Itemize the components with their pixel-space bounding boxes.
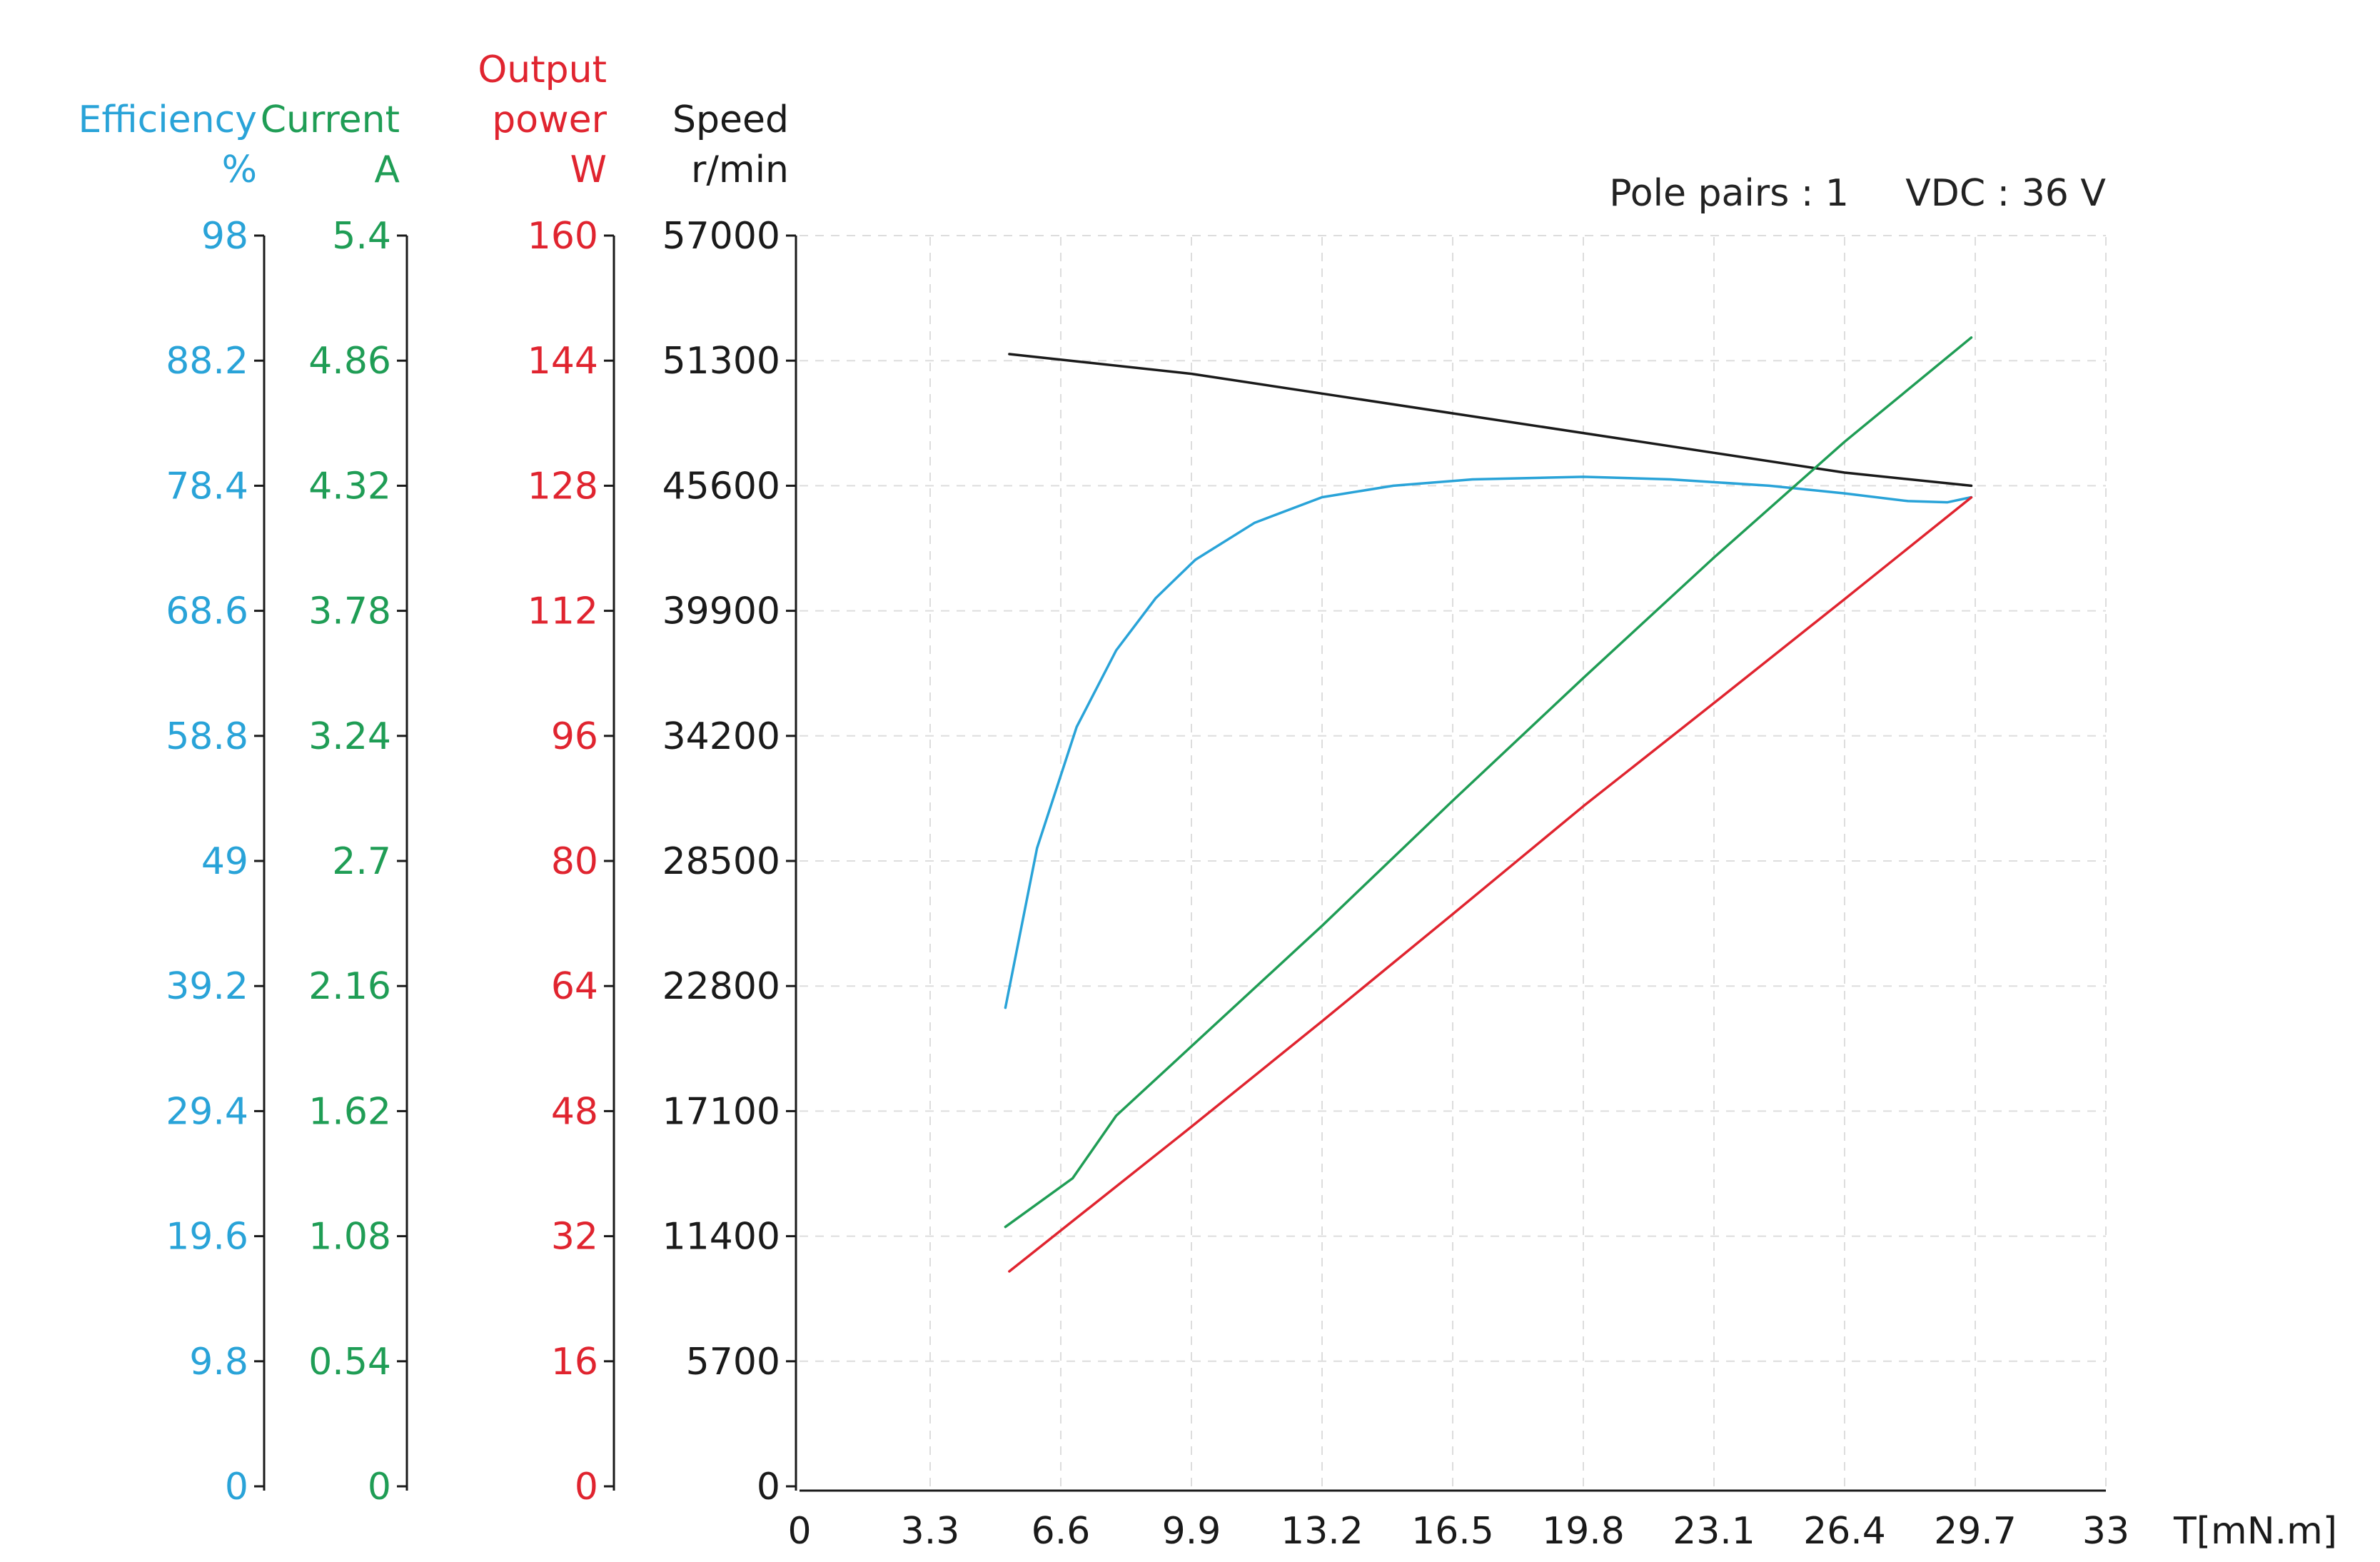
x-tick-label: 23.1 (1673, 1510, 1755, 1553)
data-series (1004, 336, 1973, 1273)
efficiency-axis-title: % (222, 148, 257, 191)
power-tick-label: 128 (528, 465, 598, 508)
speed-axis-title: r/min (691, 148, 789, 191)
power-tick-label: 96 (551, 715, 598, 758)
grid (800, 235, 2107, 1486)
efficiency-tick-label: 68.6 (166, 590, 248, 633)
current-tick-label: 3.78 (308, 590, 391, 633)
vdc-note: VDC : 36 V (1905, 172, 2106, 215)
power-axis-title: Output (478, 49, 607, 91)
current-tick-label: 0 (368, 1466, 391, 1508)
x-tick-label: 16.5 (1411, 1510, 1494, 1553)
efficiency-tick-label: 88.2 (166, 340, 248, 383)
power-tick-label: 112 (528, 590, 598, 633)
x-tick-label: 6.6 (1032, 1510, 1091, 1553)
current-tick-label: 3.24 (308, 715, 391, 758)
x-tick-label: 33 (2082, 1510, 2129, 1553)
speed-tick-label: 39900 (662, 590, 780, 633)
speed-tick-label: 51300 (662, 340, 780, 383)
x-tick-label: 0 (787, 1510, 811, 1553)
speed-tick-label: 28500 (662, 840, 780, 883)
current-tick-label: 2.7 (332, 840, 391, 883)
current-tick-label: 2.16 (308, 965, 391, 1008)
power-tick-label: 160 (528, 215, 598, 258)
x-tick-label: 13.2 (1281, 1510, 1363, 1553)
x-tick-label: 26.4 (1803, 1510, 1886, 1553)
current-tick-label: 4.32 (308, 465, 391, 508)
speed-tick-label: 11400 (662, 1216, 780, 1259)
power-series-line (1008, 496, 1973, 1273)
current-tick-label: 1.08 (308, 1216, 391, 1259)
x-tick-label: 29.7 (1934, 1510, 2017, 1553)
x-tick-label: 19.8 (1542, 1510, 1625, 1553)
efficiency-tick-label: 98 (201, 215, 248, 258)
speed-tick-label: 45600 (662, 465, 780, 508)
speed-tick-label: 57000 (662, 215, 780, 258)
x-axis-title: T[mN.m] (2173, 1510, 2337, 1553)
efficiency-tick-label: 9.8 (189, 1341, 248, 1384)
speed-tick-label: 5700 (686, 1341, 780, 1384)
current-series-line (1004, 336, 1973, 1229)
power-axis-title: W (570, 148, 607, 191)
power-tick-label: 16 (551, 1341, 598, 1384)
power-tick-label: 80 (551, 840, 598, 883)
speed-tick-label: 22800 (662, 965, 780, 1008)
current-tick-label: 5.4 (332, 215, 391, 258)
speed-tick-label: 34200 (662, 715, 780, 758)
speed-series-line (1008, 353, 1973, 488)
efficiency-tick-label: 78.4 (166, 465, 248, 508)
current-tick-label: 4.86 (308, 340, 391, 383)
power-axis-title: power (492, 99, 607, 141)
current-axis-title: Current (261, 99, 400, 141)
current-axis-title: A (374, 148, 400, 191)
power-tick-label: 64 (551, 965, 598, 1008)
efficiency-tick-label: 29.4 (166, 1090, 248, 1133)
efficiency-tick-label: 58.8 (166, 715, 248, 758)
x-tick-label: 3.3 (901, 1510, 960, 1553)
power-tick-label: 0 (575, 1466, 598, 1508)
efficiency-axis-title: Efficiency (79, 99, 257, 141)
efficiency-tick-label: 19.6 (166, 1216, 248, 1259)
power-tick-label: 48 (551, 1090, 598, 1133)
efficiency-tick-label: 0 (225, 1466, 248, 1508)
speed-axis-title: Speed (672, 99, 789, 141)
efficiency-tick-label: 49 (201, 840, 248, 883)
efficiency-tick-label: 39.2 (166, 965, 248, 1008)
axes: 0 3.3 6.6 9.9 13.2 16.5 19.8 23.1 26.4 29.7 33 T[mN… (79, 49, 2338, 1553)
power-tick-label: 32 (551, 1216, 598, 1259)
x-tick-label: 9.9 (1162, 1510, 1221, 1553)
current-tick-label: 1.62 (308, 1090, 391, 1133)
efficiency-series-line (1004, 475, 1973, 1009)
pole-pairs-note: Pole pairs : 1 (1609, 172, 1849, 215)
chart-notes: Pole pairs : 1 VDC : 36 V (1609, 172, 2106, 215)
speed-tick-label: 17100 (662, 1090, 780, 1133)
speed-tick-label: 0 (757, 1466, 780, 1508)
current-tick-label: 0.54 (308, 1341, 391, 1384)
power-tick-label: 144 (528, 340, 598, 383)
